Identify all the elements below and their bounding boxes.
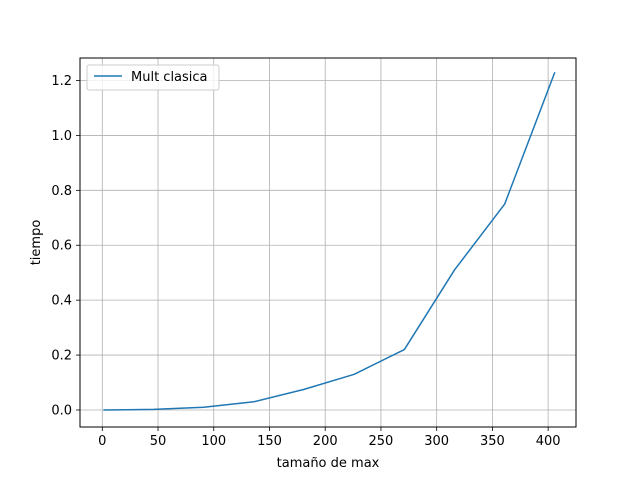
x-tick-label: 150 — [257, 434, 282, 449]
y-tick-label: 0.6 — [51, 239, 72, 254]
ticks: 0 50 100 150 200 250 300 350 400 0.0 0.2 0.4 0.6 0.8 1… — [51, 74, 560, 449]
x-tick-label: 50 — [150, 434, 167, 449]
y-tick-label: 1.2 — [51, 74, 72, 89]
x-tick-label: 350 — [480, 434, 505, 449]
legend-box — [86, 64, 220, 91]
y-axis-label: tiempo — [29, 220, 44, 266]
y-tick-label: 0.8 — [51, 184, 72, 199]
x-tick-label: 200 — [313, 434, 338, 449]
legend: Mult clasica — [86, 64, 220, 91]
grid — [80, 58, 576, 427]
y-tick-label: 1.0 — [51, 129, 72, 144]
y-tick-label: 0.0 — [51, 403, 72, 418]
y-tick-label: 0.4 — [51, 294, 72, 309]
x-tick-label: 400 — [536, 434, 561, 449]
legend-label: Mult clasica — [131, 70, 208, 85]
x-axis-label: tamaño de max — [277, 456, 380, 471]
plot-frame — [79, 57, 577, 428]
series-layer — [103, 72, 556, 411]
y-tick-label: 0.2 — [51, 349, 72, 364]
x-tick-label: 100 — [201, 434, 226, 449]
x-tick-label: 300 — [424, 434, 449, 449]
x-tick-label: 250 — [369, 434, 394, 449]
x-tick-label: 0 — [98, 434, 106, 449]
series-line — [103, 72, 556, 411]
